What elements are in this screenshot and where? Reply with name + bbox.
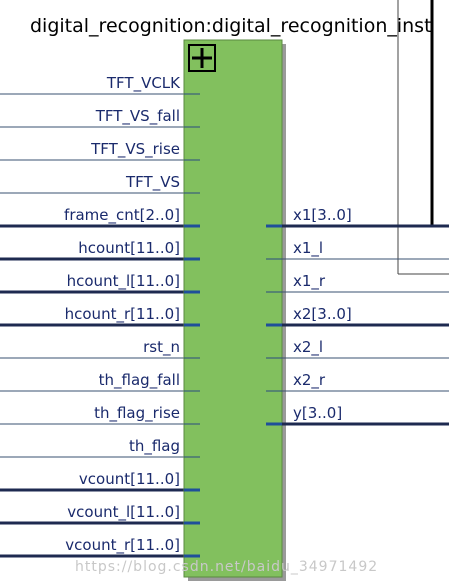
input-port-label: hcount_r[11..0] — [65, 305, 180, 324]
input-port-label: rst_n — [143, 338, 180, 357]
input-port-label: hcount_l[11..0] — [67, 272, 180, 291]
input-port-label: frame_cnt[2..0] — [64, 206, 180, 225]
input-port-label: TFT_VS_rise — [90, 140, 180, 159]
block-title: digital_recognition:digital_recognition_… — [30, 15, 432, 37]
input-port-label: hcount[11..0] — [78, 239, 180, 257]
input-port-label: th_flag_rise — [94, 404, 180, 423]
input-port-label: th_flag — [129, 437, 180, 456]
watermark: https://blog.csdn.net/baidu_34971492 — [75, 559, 378, 575]
output-port-label: x2[3..0] — [293, 305, 352, 323]
input-port-label: vcount_l[11..0] — [67, 503, 180, 522]
input-port-label: TFT_VS_fall — [95, 107, 180, 126]
input-port-label: vcount[11..0] — [79, 470, 180, 488]
output-port-label: x1[3..0] — [293, 206, 352, 224]
input-port-label: TFT_VS — [125, 173, 180, 192]
output-port-label: x2_l — [293, 338, 323, 357]
input-port-label: vcount_r[11..0] — [65, 536, 180, 555]
output-port-label: x1_r — [293, 272, 326, 291]
output-port-label: x2_r — [293, 371, 326, 390]
output-port-label: x1_l — [293, 239, 323, 258]
input-port-label: th_flag_fall — [99, 371, 180, 390]
input-port-label: TFT_VCLK — [106, 74, 181, 93]
block — [183, 39, 283, 578]
output-port-label: y[3..0] — [293, 404, 342, 422]
